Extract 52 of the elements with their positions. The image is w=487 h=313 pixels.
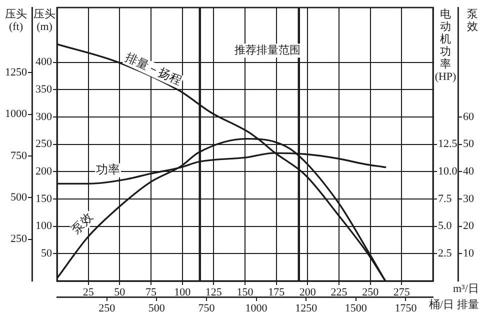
- y2-tick-label: 30: [463, 192, 474, 205]
- x-tick-label: 25: [82, 286, 94, 298]
- x-tick-label: 75: [146, 286, 157, 298]
- x2-tick-label: 1250: [295, 302, 318, 313]
- x2-tick-label: 1500: [344, 302, 368, 313]
- y-tick-label: 5.0: [438, 220, 452, 232]
- x-tick-label: 125: [205, 286, 222, 298]
- y-tick-label: 100: [36, 220, 52, 232]
- x-tick-label: 100: [174, 286, 192, 298]
- x-tick-label: 275: [393, 286, 410, 298]
- text: 排量－扬程: [123, 50, 184, 88]
- y2-axis-title: 压头(ft): [5, 7, 27, 33]
- y-tick-label: 2.5: [438, 248, 452, 260]
- x-tick-label: 175: [268, 286, 286, 298]
- y2-tick-label: 10: [463, 248, 474, 260]
- y-tick-label: 12.5: [438, 138, 458, 150]
- x-axis-title: m³/日: [453, 282, 479, 295]
- text: 泵效: [68, 210, 96, 237]
- y2-tick-label: 250: [10, 233, 28, 246]
- y-tick-label: 400: [36, 56, 52, 68]
- x2-tick-label: 250: [98, 302, 116, 313]
- x-tick-label: 225: [330, 286, 348, 298]
- y2-tick-label: 750: [10, 150, 28, 162]
- x2-tick-label: 500: [148, 302, 166, 313]
- y-tick-label: 250: [36, 138, 52, 150]
- y2-tick-label: 500: [10, 192, 28, 204]
- y-axis-title: 电动机功率(HP): [434, 7, 457, 83]
- y-tick-label: 50: [41, 248, 52, 260]
- x2-tick-label: 750: [198, 302, 216, 313]
- series-label: 功率: [96, 162, 120, 177]
- y2-tick-label: 20: [463, 220, 474, 232]
- y2-tick-label: 1250: [5, 66, 28, 79]
- y-axis-title: 压头(m): [34, 7, 56, 33]
- x2-tick-label: 1750: [394, 302, 418, 313]
- y2-tick-label: 1000: [5, 108, 28, 120]
- y-tick-label: 150: [36, 192, 52, 205]
- x-tick-label: 50: [114, 286, 126, 298]
- y2-tick-label: 50: [463, 138, 474, 150]
- x-tick-label: 200: [299, 286, 316, 298]
- x2-tick-label: 1000: [245, 302, 268, 313]
- x-tick-label: 150: [236, 286, 254, 298]
- y-tick-label: 300: [36, 110, 52, 123]
- annotation: 推荐排量范围: [234, 43, 300, 56]
- y2-tick-label: 60: [463, 110, 474, 123]
- y-tick-label: 10.0: [438, 166, 458, 178]
- y2-axis-title: 泵效: [467, 8, 478, 33]
- y-tick-label: 350: [36, 84, 52, 96]
- y-tick-label: 200: [36, 166, 52, 178]
- x2-axis-title: 桶/日 排量: [429, 298, 479, 311]
- x-tick-label: 250: [362, 286, 380, 298]
- y-tick-label: 7.5: [438, 192, 452, 205]
- y2-tick-label: 40: [463, 166, 474, 178]
